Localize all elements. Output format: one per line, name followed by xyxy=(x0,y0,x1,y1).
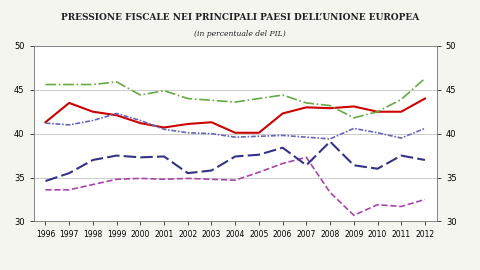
Regno Unito xyxy=(66,171,72,175)
Spagna xyxy=(161,178,167,181)
Italia xyxy=(303,106,309,109)
Germania xyxy=(43,122,48,125)
Regno Unito xyxy=(374,167,380,170)
Francia xyxy=(327,104,333,107)
Spagna xyxy=(185,177,191,180)
Germania xyxy=(161,128,167,131)
Germania xyxy=(374,131,380,134)
Spagna xyxy=(351,214,357,217)
Regno Unito xyxy=(114,154,120,157)
Spagna xyxy=(209,178,215,181)
Francia xyxy=(422,77,428,80)
Regno Unito xyxy=(351,164,357,167)
Italia xyxy=(280,112,286,115)
Italia xyxy=(43,121,48,124)
Regno Unito xyxy=(303,164,309,167)
Spagna xyxy=(114,178,120,181)
Francia xyxy=(90,83,96,86)
Francia xyxy=(280,93,286,97)
Spagna xyxy=(327,191,333,194)
Germania xyxy=(303,136,309,139)
Spagna xyxy=(398,205,404,208)
Line: Francia: Francia xyxy=(46,78,425,118)
Italia xyxy=(114,114,120,117)
Francia xyxy=(161,89,167,92)
Italia xyxy=(256,131,262,134)
Francia xyxy=(209,99,215,102)
Spagna xyxy=(374,203,380,206)
Italia xyxy=(209,121,215,124)
Regno Unito xyxy=(90,158,96,161)
Spagna xyxy=(90,183,96,186)
Spagna xyxy=(232,178,238,182)
Regno Unito xyxy=(209,169,215,172)
Francia xyxy=(232,100,238,104)
Spagna xyxy=(137,177,143,180)
Line: Germania: Germania xyxy=(46,113,425,139)
Regno Unito xyxy=(161,155,167,158)
Francia xyxy=(398,98,404,101)
Francia xyxy=(351,116,357,119)
Line: Regno Unito: Regno Unito xyxy=(46,141,425,181)
Francia xyxy=(114,80,120,83)
Germania xyxy=(66,123,72,126)
Germania xyxy=(351,127,357,130)
Germania xyxy=(90,119,96,122)
Italia xyxy=(232,131,238,134)
Spagna xyxy=(66,188,72,191)
Regno Unito xyxy=(43,179,48,183)
Germania xyxy=(256,135,262,138)
Germania xyxy=(422,127,428,130)
Germania xyxy=(327,137,333,140)
Regno Unito xyxy=(422,158,428,161)
Italia xyxy=(351,105,357,108)
Spagna xyxy=(280,162,286,165)
Francia xyxy=(43,83,48,86)
Germania xyxy=(137,119,143,122)
Italia xyxy=(137,122,143,125)
Germania xyxy=(209,132,215,135)
Italia xyxy=(90,110,96,113)
Italia xyxy=(422,97,428,100)
Italia xyxy=(327,107,333,110)
Francia xyxy=(374,110,380,113)
Regno Unito xyxy=(232,155,238,158)
Italia xyxy=(161,126,167,129)
Francia xyxy=(256,97,262,100)
Spagna xyxy=(303,156,309,159)
Francia xyxy=(185,97,191,100)
Italia xyxy=(185,122,191,126)
Regno Unito xyxy=(327,140,333,143)
Germania xyxy=(280,134,286,137)
Germania xyxy=(398,136,404,140)
Regno Unito xyxy=(185,171,191,175)
Germania xyxy=(232,136,238,139)
Text: (in percentuale del PIL): (in percentuale del PIL) xyxy=(194,30,286,38)
Line: Italia: Italia xyxy=(46,99,425,133)
Germania xyxy=(114,112,120,115)
Spagna xyxy=(43,188,48,191)
Regno Unito xyxy=(256,153,262,156)
Regno Unito xyxy=(280,146,286,149)
Italia xyxy=(66,101,72,104)
Spagna xyxy=(422,198,428,201)
Francia xyxy=(137,93,143,97)
Francia xyxy=(66,83,72,86)
Francia xyxy=(303,101,309,104)
Italia xyxy=(398,110,404,113)
Line: Spagna: Spagna xyxy=(46,157,425,215)
Spagna xyxy=(256,171,262,174)
Germania xyxy=(185,131,191,134)
Regno Unito xyxy=(137,156,143,159)
Regno Unito xyxy=(398,154,404,157)
Italia xyxy=(374,110,380,113)
Text: PRESSIONE FISCALE NEI PRINCIPALI PAESI DELL’UNIONE EUROPEA: PRESSIONE FISCALE NEI PRINCIPALI PAESI D… xyxy=(61,14,419,22)
